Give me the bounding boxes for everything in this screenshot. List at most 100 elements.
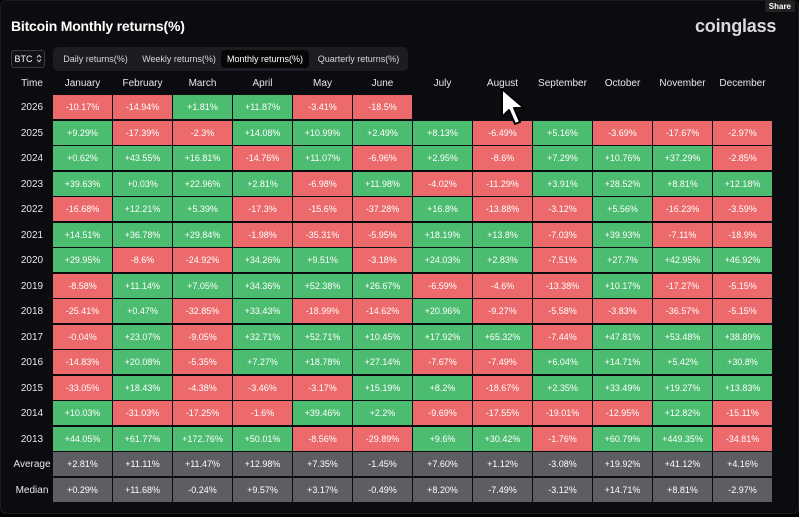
tab-daily[interactable]: Daily returns(%) — [63, 54, 128, 64]
table-cell: +12.82% — [653, 401, 712, 425]
stat-cell: -3.12% — [533, 478, 592, 502]
table-cell: +34.26% — [233, 248, 292, 272]
table-cell: +52.71% — [293, 325, 352, 349]
table-cell: +5.56% — [593, 197, 652, 221]
column-header-february: February — [122, 77, 163, 89]
table-cell: -14.83% — [53, 350, 112, 374]
table-cell: +22.96% — [173, 172, 232, 196]
table-cell: +61.77% — [113, 427, 172, 451]
table-cell: -6.96% — [353, 146, 412, 170]
chevron-up-down-icon — [36, 53, 42, 65]
table-cell: -7.44% — [533, 325, 592, 349]
table-cell: +449.35% — [653, 427, 712, 451]
table-cell: -6.49% — [473, 121, 532, 145]
table-cell: -29.89% — [353, 427, 412, 451]
table-cell: -18.67% — [473, 376, 532, 400]
table-cell: +7.05% — [173, 274, 232, 298]
table-cell: -33.05% — [53, 376, 112, 400]
stat-cell: +0.29% — [53, 478, 112, 502]
column-header-december: December — [719, 77, 766, 89]
table-cell: -17.27% — [653, 274, 712, 298]
table-cell: -16.68% — [53, 197, 112, 221]
table-cell: +5.42% — [653, 350, 712, 374]
table-cell: -7.49% — [473, 350, 532, 374]
table-cell: +11.87% — [233, 95, 292, 119]
table-cell: -15.11% — [713, 401, 772, 425]
table-cell: -4.38% — [173, 376, 232, 400]
table-cell: +12.21% — [113, 197, 172, 221]
share-button[interactable]: Share — [764, 1, 795, 12]
table-cell: -2.97% — [713, 121, 772, 145]
table-cell: +47.81% — [593, 325, 652, 349]
table-cell: +11.98% — [353, 172, 412, 196]
table-cell: +10.03% — [53, 401, 112, 425]
table-cell: +11.07% — [293, 146, 352, 170]
table-cell: +7.29% — [533, 146, 592, 170]
column-header-november: November — [659, 77, 706, 89]
row-label-2015: 2015 — [20, 382, 44, 394]
row-label-2017: 2017 — [20, 331, 44, 343]
table-cell: +37.29% — [653, 146, 712, 170]
row-label-2018: 2018 — [20, 305, 44, 317]
table-cell: +50.01% — [233, 427, 292, 451]
table-cell: +0.47% — [113, 299, 172, 323]
table-cell: -17.39% — [113, 121, 172, 145]
table-cell: +18.19% — [413, 223, 472, 247]
table-cell: -4.6% — [473, 274, 532, 298]
table-cell: -3.18% — [353, 248, 412, 272]
table-cell: +30.42% — [473, 427, 532, 451]
stat-cell: +4.16% — [713, 452, 772, 476]
table-cell: -3.17% — [293, 376, 352, 400]
tab-monthly[interactable]: Monthly returns(%) — [221, 50, 309, 68]
table-cell: +2.81% — [233, 172, 292, 196]
table-cell: +18.43% — [113, 376, 172, 400]
stat-cell: +12.98% — [233, 452, 292, 476]
tab-weekly[interactable]: Weekly returns(%) — [142, 54, 216, 64]
table-cell: -7.03% — [533, 223, 592, 247]
table-cell: -3.46% — [233, 376, 292, 400]
column-header-time: Time — [21, 77, 43, 89]
table-cell: +14.71% — [593, 350, 652, 374]
table-cell: +5.39% — [173, 197, 232, 221]
row-label-2020: 2020 — [20, 254, 44, 266]
table-cell: +6.04% — [533, 350, 592, 374]
table-cell: +0.03% — [113, 172, 172, 196]
table-cell: -9.27% — [473, 299, 532, 323]
table-cell: +39.63% — [53, 172, 112, 196]
stat-cell: +8.20% — [413, 478, 472, 502]
page-title: Bitcoin Monthly returns(%) — [11, 18, 185, 34]
stat-cell: +11.68% — [113, 478, 172, 502]
row-label-average: Average — [13, 458, 51, 470]
stat-cell: +3.17% — [293, 478, 352, 502]
table-cell: +7.27% — [233, 350, 292, 374]
table-cell: -1.6% — [233, 401, 292, 425]
table-cell: -4.02% — [413, 172, 472, 196]
table-cell: -25.41% — [53, 299, 112, 323]
table-cell: +43.55% — [113, 146, 172, 170]
table-cell: +19.27% — [653, 376, 712, 400]
stat-cell: -3.08% — [533, 452, 592, 476]
stat-cell: -7.49% — [473, 478, 532, 502]
table-cell: -35.31% — [293, 223, 352, 247]
table-cell: -18.5% — [353, 95, 412, 119]
table-cell: +12.18% — [713, 172, 772, 196]
table-cell: -19.01% — [533, 401, 592, 425]
table-cell: -14.62% — [353, 299, 412, 323]
tab-quarterly[interactable]: Quarterly returns(%) — [317, 54, 400, 64]
table-cell: +39.93% — [593, 223, 652, 247]
table-cell: +24.03% — [413, 248, 472, 272]
column-header-august: August — [486, 77, 519, 89]
column-header-july: July — [433, 77, 452, 89]
table-cell: -24.92% — [173, 248, 232, 272]
table-cell: -17.25% — [173, 401, 232, 425]
table-cell: -3.12% — [533, 197, 592, 221]
table-cell: +8.13% — [413, 121, 472, 145]
table-cell: -9.05% — [173, 325, 232, 349]
coin-select[interactable]: BTC — [11, 50, 45, 68]
column-header-september: September — [538, 77, 587, 89]
table-cell: -13.88% — [473, 197, 532, 221]
table-cell: -6.59% — [413, 274, 472, 298]
table-cell: -9.69% — [413, 401, 472, 425]
stat-cell: +11.47% — [173, 452, 232, 476]
table-cell: +39.46% — [293, 401, 352, 425]
